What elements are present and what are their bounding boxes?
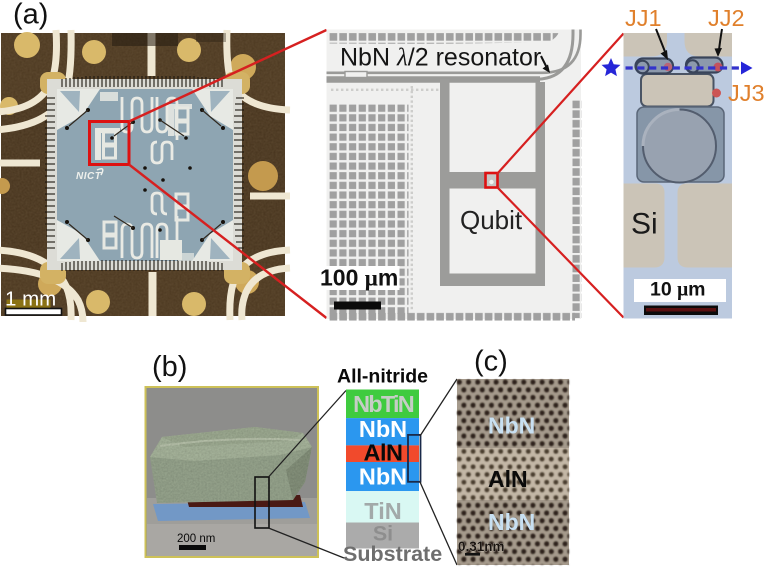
svg-text:JJ3: JJ3	[728, 80, 765, 106]
svg-text:10 μm: 10 μm	[650, 279, 706, 301]
svg-text:1 mm: 1 mm	[5, 288, 56, 311]
svg-text:JJ1: JJ1	[625, 5, 662, 31]
svg-text:0.31nm: 0.31nm	[458, 539, 505, 554]
svg-text:AlN: AlN	[364, 440, 403, 466]
svg-text:Qubit: Qubit	[460, 205, 523, 235]
svg-text:NbN: NbN	[488, 509, 535, 535]
svg-text:Substrate: Substrate	[343, 542, 442, 566]
svg-text:(b): (b)	[152, 351, 187, 383]
svg-text:NbTiN: NbTiN	[353, 391, 414, 417]
svg-text:TiN: TiN	[364, 498, 401, 524]
svg-text:100 μm: 100 μm	[320, 265, 398, 291]
svg-text:JJ2: JJ2	[708, 5, 745, 31]
svg-text:AlN: AlN	[488, 466, 528, 492]
svg-text:NbN: NbN	[359, 464, 407, 490]
svg-text:NbN: NbN	[359, 416, 407, 442]
svg-text:NbN λ/2 resonator: NbN λ/2 resonator	[340, 44, 541, 72]
svg-text:Si: Si	[631, 208, 658, 241]
svg-text:All-nitride: All-nitride	[337, 366, 428, 388]
svg-text:200 nm: 200 nm	[177, 533, 215, 545]
svg-text:NICT: NICT	[76, 171, 102, 182]
svg-text:(a): (a)	[13, 0, 48, 31]
svg-text:Si: Si	[373, 522, 393, 546]
svg-text:NbN: NbN	[488, 413, 535, 439]
svg-text:(c): (c)	[474, 346, 508, 378]
